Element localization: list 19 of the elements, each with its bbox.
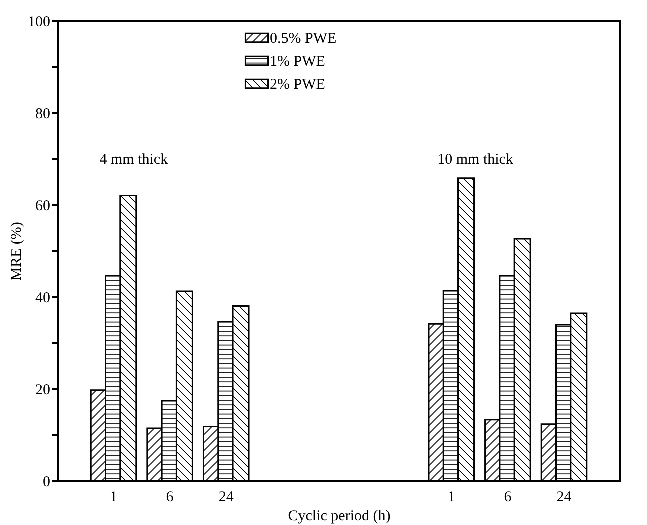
legend-label: 1% PWE <box>270 54 326 70</box>
y-tick-label: 80 <box>36 106 50 122</box>
y-tick-label: 0 <box>43 474 50 490</box>
y-tick-label: 20 <box>36 382 50 398</box>
x-tick-label: 24 <box>218 490 234 506</box>
legend-label: 2% PWE <box>270 77 326 93</box>
y-tick-label: 60 <box>36 198 50 214</box>
legend-label: 0.5% PWE <box>270 31 337 47</box>
x-tick-label: 24 <box>556 490 572 506</box>
x-tick-label: 6 <box>504 490 512 506</box>
x-axis-title: Cyclic period (h) <box>288 508 391 524</box>
y-tick-label: 40 <box>36 290 50 306</box>
y-tick-label: 100 <box>28 14 50 30</box>
x-tick-label: 1 <box>110 490 118 506</box>
annotation: 4 mm thick <box>100 152 169 168</box>
x-tick-label: 1 <box>448 490 456 506</box>
y-axis-title: MRE (%) <box>9 222 25 281</box>
x-tick-label: 6 <box>166 490 174 506</box>
annotation: 10 mm thick <box>438 152 514 168</box>
